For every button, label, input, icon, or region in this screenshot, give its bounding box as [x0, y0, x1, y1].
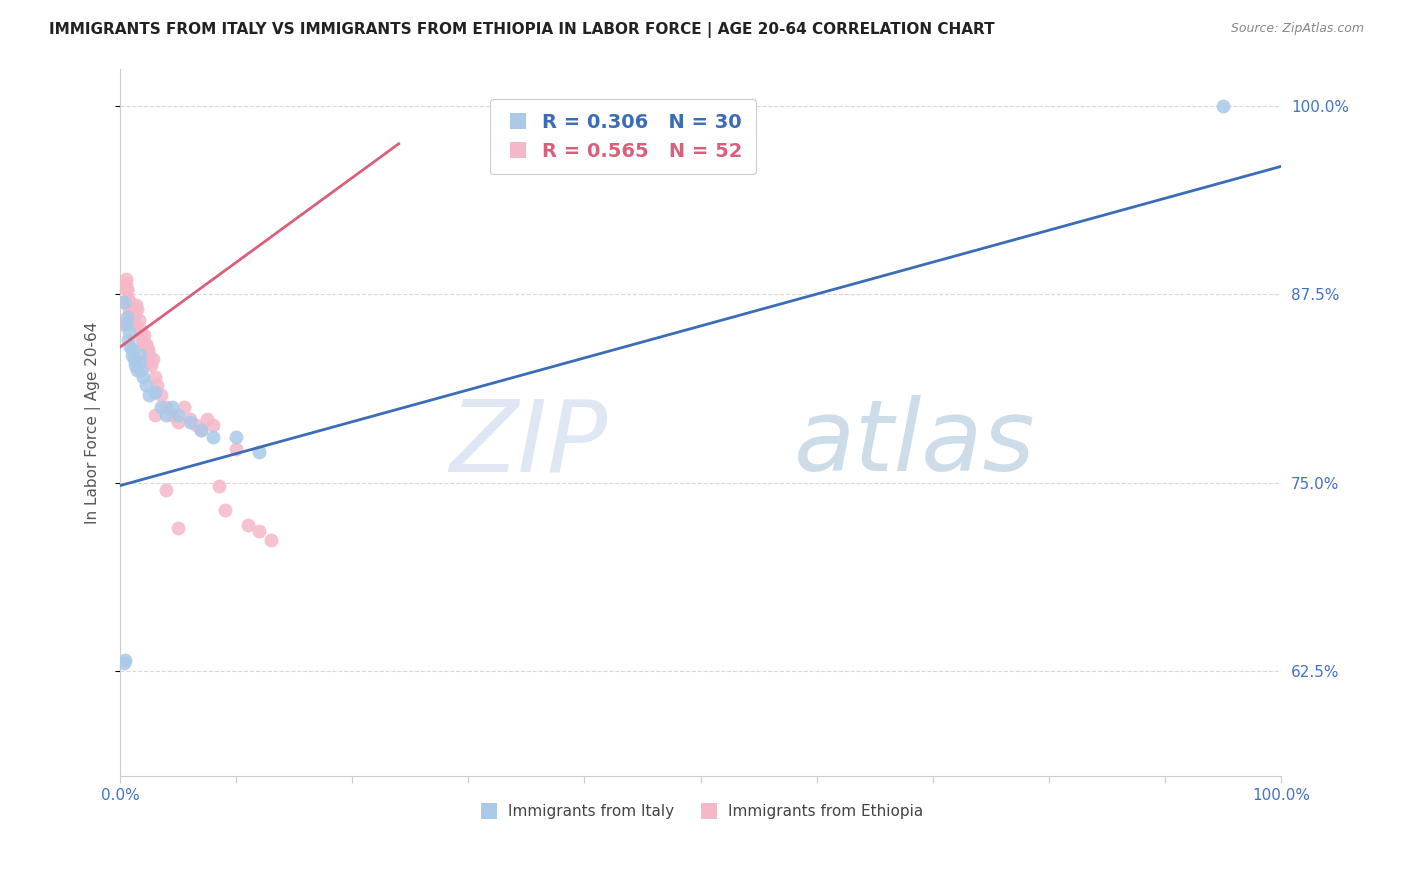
Point — [121, 348, 143, 362]
Point — [115, 272, 138, 286]
Point — [167, 408, 190, 422]
Point — [129, 328, 152, 343]
Point — [190, 423, 212, 437]
Point — [138, 388, 160, 402]
Point — [225, 442, 247, 457]
Point — [201, 430, 224, 444]
Point — [162, 408, 184, 422]
Point — [120, 340, 142, 354]
Point — [115, 283, 138, 297]
Point — [142, 352, 165, 367]
Point — [112, 294, 135, 309]
Point — [1212, 99, 1234, 113]
Point — [124, 358, 146, 372]
Text: IMMIGRANTS FROM ITALY VS IMMIGRANTS FROM ETHIOPIA IN LABOR FORCE | AGE 20-64 COR: IMMIGRANTS FROM ITALY VS IMMIGRANTS FROM… — [49, 22, 995, 38]
Point — [214, 502, 236, 516]
Point — [135, 340, 157, 354]
Point — [138, 348, 160, 362]
Point — [134, 328, 156, 343]
Point — [143, 408, 166, 422]
Point — [111, 318, 134, 332]
Point — [117, 292, 139, 306]
Point — [114, 653, 136, 667]
Point — [139, 355, 162, 369]
Legend: Immigrants from Italy, Immigrants from Ethiopia: Immigrants from Italy, Immigrants from E… — [472, 798, 929, 825]
Point — [149, 401, 172, 415]
Point — [135, 377, 157, 392]
Point — [118, 302, 141, 317]
Point — [127, 362, 149, 376]
Y-axis label: In Labor Force | Age 20-64: In Labor Force | Age 20-64 — [86, 321, 101, 524]
Point — [115, 283, 138, 297]
Point — [118, 325, 141, 339]
Text: Source: ZipAtlas.com: Source: ZipAtlas.com — [1230, 22, 1364, 36]
Point — [132, 337, 155, 351]
Point — [184, 418, 207, 433]
Point — [127, 302, 149, 317]
Point — [121, 343, 143, 357]
Point — [115, 310, 138, 324]
Point — [122, 352, 145, 367]
Point — [112, 657, 135, 671]
Point — [236, 517, 259, 532]
Point — [208, 478, 231, 492]
Point — [201, 418, 224, 433]
Point — [132, 370, 155, 384]
Point — [260, 533, 283, 547]
Point — [131, 333, 153, 347]
Text: ZIP: ZIP — [450, 395, 607, 492]
Point — [135, 337, 157, 351]
Point — [149, 388, 172, 402]
Point — [128, 355, 150, 369]
Point — [124, 307, 146, 321]
Point — [141, 358, 163, 372]
Point — [120, 307, 142, 321]
Point — [179, 415, 201, 429]
Point — [125, 298, 148, 312]
Point — [122, 318, 145, 332]
Point — [128, 322, 150, 336]
Point — [167, 415, 190, 429]
Point — [117, 292, 139, 306]
Point — [121, 313, 143, 327]
Point — [128, 313, 150, 327]
Point — [155, 401, 177, 415]
Point — [190, 423, 212, 437]
Point — [225, 430, 247, 444]
Point — [121, 302, 143, 317]
Point — [112, 294, 135, 309]
Point — [195, 412, 218, 426]
Point — [136, 343, 159, 357]
Point — [162, 401, 184, 415]
Point — [128, 348, 150, 362]
Point — [167, 521, 190, 535]
Point — [115, 318, 138, 332]
Point — [143, 385, 166, 400]
Point — [179, 412, 201, 426]
Point — [143, 370, 166, 384]
Point — [155, 408, 177, 422]
Point — [115, 277, 138, 291]
Point — [146, 377, 169, 392]
Point — [247, 524, 270, 538]
Point — [173, 401, 195, 415]
Point — [155, 483, 177, 497]
Point — [129, 362, 152, 376]
Point — [114, 280, 136, 294]
Point — [247, 445, 270, 459]
Text: atlas: atlas — [793, 395, 1035, 492]
Point — [117, 333, 139, 347]
Point — [118, 298, 141, 312]
